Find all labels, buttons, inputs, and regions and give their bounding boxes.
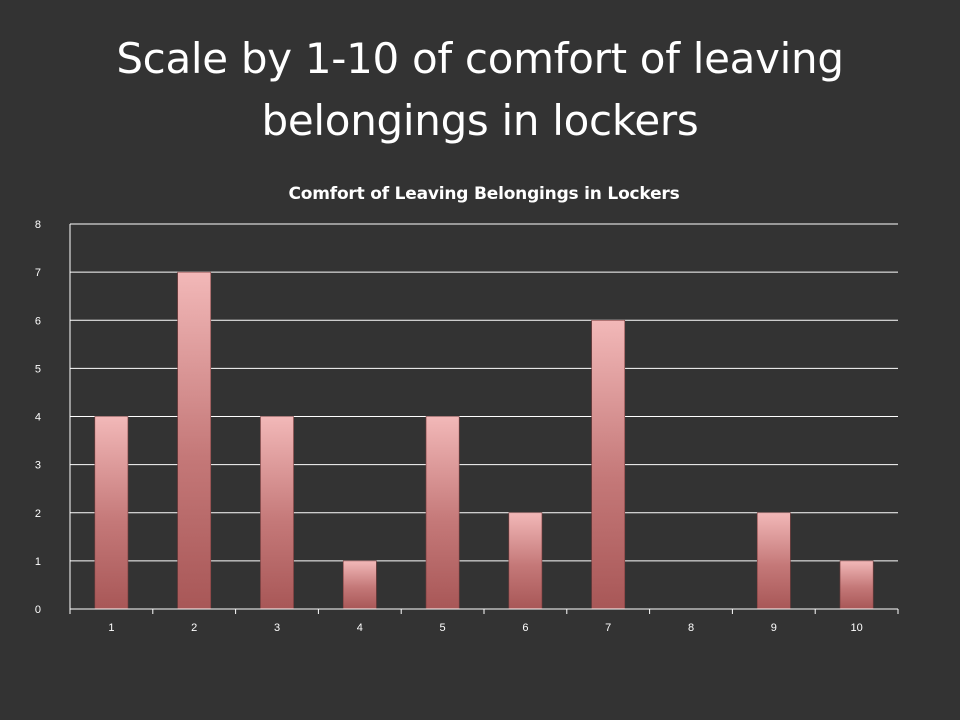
bar-9 (756, 512, 791, 610)
x-tick-label: 2 (191, 622, 197, 634)
slide-title: Scale by 1-10 of comfort of leaving belo… (116, 34, 844, 145)
x-tick-label: 9 (771, 622, 777, 634)
bar-2 (177, 271, 212, 610)
bars (94, 271, 874, 610)
x-tick-label: 10 (850, 622, 862, 634)
y-tick-label: 4 (35, 412, 41, 424)
x-tick-label: 7 (605, 622, 611, 634)
y-tick-label: 2 (35, 508, 41, 520)
y-tick-label: 1 (35, 556, 41, 568)
bar-4 (342, 560, 377, 610)
x-tick-label: 5 (440, 622, 446, 634)
chart-title: Comfort of Leaving Belongings in Lockers (288, 184, 680, 204)
bar-5 (425, 416, 460, 610)
y-tick-label: 0 (35, 604, 41, 616)
x-tick-label: 3 (274, 622, 280, 634)
x-tick-label: 8 (688, 622, 694, 634)
bar-10 (839, 560, 874, 610)
axes (69, 224, 899, 614)
x-tick-label: 6 (522, 622, 528, 634)
y-tick-label: 6 (35, 315, 41, 327)
y-tick-label: 7 (35, 267, 41, 279)
tick-labels: 0 1 2 3 4 5 6 7 8 1 2 3 4 5 6 7 8 9 10 (35, 219, 863, 634)
bar-3 (260, 416, 294, 610)
y-tick-label: 5 (35, 363, 41, 375)
y-tick-label: 3 (35, 460, 41, 472)
bar-1 (94, 416, 129, 610)
x-tick-label: 4 (357, 622, 363, 634)
x-tick-label: 1 (108, 622, 114, 634)
y-tick-label: 8 (35, 219, 41, 231)
bar-7 (591, 319, 626, 610)
bar-6 (508, 512, 543, 610)
